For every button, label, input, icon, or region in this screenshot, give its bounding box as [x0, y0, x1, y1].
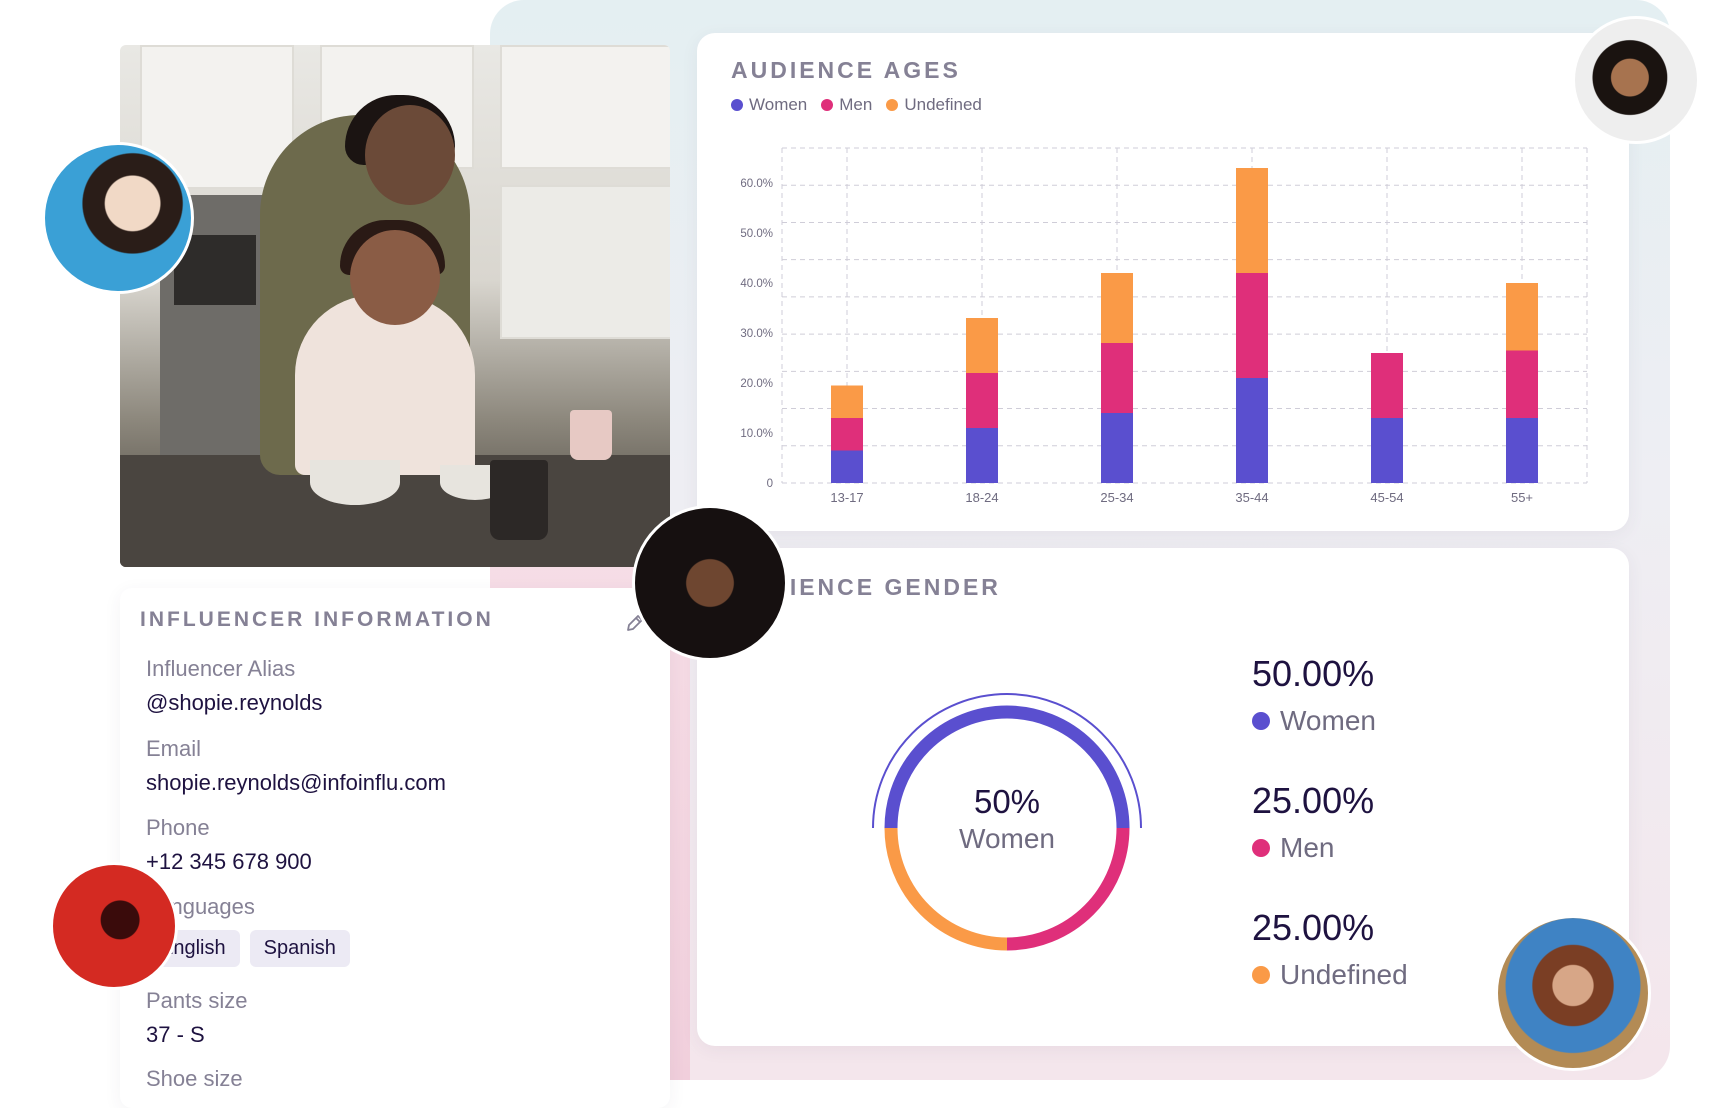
- x-tick-label: 13-17: [830, 490, 863, 505]
- x-tick-label: 18-24: [965, 490, 998, 505]
- legend-item-men: Men: [821, 95, 872, 115]
- audience-ages-title: AUDIENCE AGES: [731, 57, 961, 83]
- avatar: [42, 142, 194, 294]
- avatar: [1495, 915, 1651, 1071]
- bar-segment-men: [1506, 350, 1538, 418]
- men-dot-icon: [1252, 839, 1270, 857]
- y-tick-label: 30.0%: [740, 328, 773, 340]
- y-tick-label: 50.0%: [740, 228, 773, 240]
- y-tick-label: 20.0%: [740, 378, 773, 390]
- field-pants-size: Pants size 37 - S: [146, 988, 248, 1048]
- donut-slice-women: [884, 705, 1130, 829]
- women-dot-icon: [1252, 712, 1270, 730]
- alias-value: @shopie.reynolds: [146, 690, 323, 715]
- bar-segment-undefined: [1506, 283, 1538, 351]
- bar-segment-men: [1371, 353, 1403, 418]
- donut-center-value: 50%: [973, 783, 1041, 820]
- x-tick-label: 35-44: [1235, 490, 1268, 505]
- field-shoe-size: Shoe size: [146, 1066, 243, 1092]
- bar-segment-women: [831, 450, 863, 483]
- bar-segment-women: [1236, 378, 1268, 483]
- y-tick-label: 40.0%: [740, 278, 773, 290]
- influencer-information-card: INFLUENCER INFORMATION Influencer Alias …: [120, 588, 670, 1108]
- x-tick-label: 25-34: [1100, 490, 1133, 505]
- women-dot-icon: [731, 99, 743, 111]
- gender-stat-women: 50.00% Women: [1252, 653, 1376, 737]
- donut-highlight-ring: [872, 693, 1142, 829]
- field-label: Influencer Alias: [146, 656, 296, 681]
- y-tick-label: 10.0%: [740, 428, 773, 440]
- donut-slice-men: [1006, 827, 1130, 951]
- gender-label-women: Women: [1280, 705, 1376, 736]
- donut-slice-undefined: [884, 827, 1008, 951]
- bar-segment-men: [1236, 273, 1268, 378]
- avatar: [632, 505, 788, 661]
- legend-item-women: Women: [731, 95, 807, 115]
- ages-legend: Women Men Undefined: [731, 95, 982, 115]
- bar-segment-men: [1101, 343, 1133, 413]
- gender-label-undefined: Undefined: [1280, 959, 1408, 990]
- gender-value-women: 50.00%: [1252, 653, 1375, 694]
- field-languages: Languages English Spanish: [146, 894, 350, 967]
- audience-gender-donut-chart: [872, 693, 1142, 951]
- bar-segment-men: [966, 373, 998, 428]
- avatar: [50, 862, 178, 990]
- men-dot-icon: [821, 99, 834, 111]
- field-label: Email: [146, 736, 202, 761]
- phone-value: +12 345 678 900: [146, 849, 312, 874]
- undefined-dot-icon: [886, 99, 899, 111]
- bar-segment-women: [1101, 413, 1133, 483]
- audience-ages-bar-chart: 0 10.0% 20.0% 30.0% 40.0% 50.0% 60.0% 13-17 18-2…: [740, 147, 1588, 505]
- bar-segment-undefined: [831, 385, 863, 418]
- donut-center-label: Women: [959, 823, 1055, 854]
- audience-gender-card: AUDIENCE GENDER 50% Women 50.00% Women 2…: [697, 548, 1629, 1046]
- field-phone: Phone +12 345 678 900: [146, 815, 312, 875]
- bar-segment-women: [966, 428, 998, 483]
- bar-segment-undefined: [1101, 273, 1133, 343]
- x-tick-label: 45-54: [1370, 490, 1403, 505]
- bar-segment-undefined: [1236, 168, 1268, 273]
- gender-value-undefined: 25.00%: [1252, 907, 1375, 948]
- field-email: Email shopie.reynolds@infoinflu.com: [146, 736, 446, 796]
- gender-label-men: Men: [1280, 832, 1335, 863]
- gender-stat-men: 25.00% Men: [1252, 780, 1374, 864]
- email-value: shopie.reynolds@infoinflu.com: [146, 770, 446, 795]
- audience-ages-card: AUDIENCE AGES Women Men Undefined 0 10.0%…: [697, 33, 1629, 531]
- bar-segment-women: [1506, 418, 1538, 483]
- gender-value-men: 25.00%: [1252, 780, 1375, 821]
- field-alias: Influencer Alias @shopie.reynolds: [146, 656, 322, 716]
- influencer-information-title: INFLUENCER INFORMATION: [140, 608, 494, 631]
- legend-item-undefined: Undefined: [886, 95, 982, 115]
- field-label: Shoe size: [146, 1066, 243, 1091]
- donut-center: 50% Women: [907, 783, 1107, 855]
- gender-stat-undefined: 25.00% Undefined: [1252, 907, 1408, 991]
- field-label: Pants size: [146, 988, 248, 1013]
- y-tick-label: 60.0%: [740, 178, 773, 190]
- bar-segment-undefined: [966, 318, 998, 373]
- bar-segment-men: [831, 418, 863, 451]
- y-tick-label: 0: [767, 478, 773, 490]
- kitchen-photo: [120, 45, 670, 567]
- field-label: Phone: [146, 815, 210, 840]
- bar-segment-women: [1371, 418, 1403, 483]
- avatar: [1572, 16, 1700, 144]
- language-chip-spanish[interactable]: Spanish: [249, 930, 350, 967]
- undefined-dot-icon: [1252, 966, 1270, 984]
- pants-size-value: 37 - S: [146, 1022, 205, 1047]
- x-tick-label: 55+: [1511, 490, 1533, 505]
